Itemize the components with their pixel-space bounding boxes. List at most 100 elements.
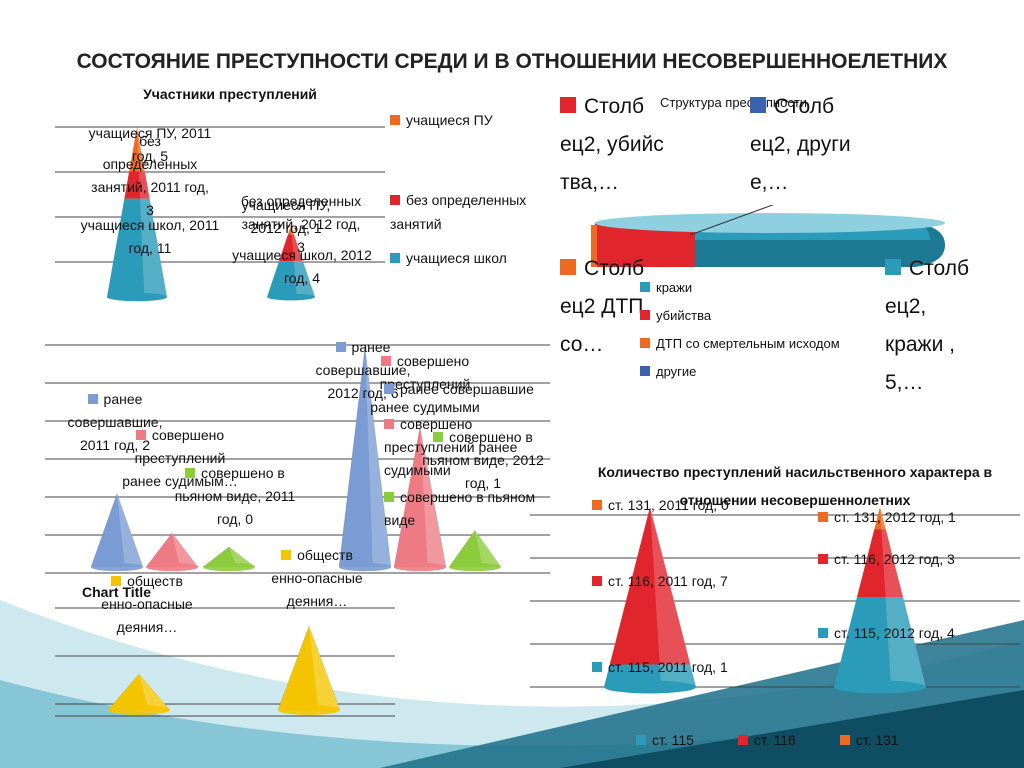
violent-label-2011-0-text: ст. 131, 2011 год, 0 [608, 497, 729, 513]
status-chart [45, 344, 550, 574]
status-cone-1-0 [338, 346, 392, 572]
status-legend: ранее совершавшие совершено преступлений… [384, 378, 554, 532]
legend-swatch-navy [640, 366, 650, 376]
participants-legend-text-0: учащиеся ПУ [406, 112, 493, 128]
participants-legend-item-0: учащиеся ПУ [390, 108, 540, 132]
violent-label-2012-2: ст. 115, 2012 год, 4 [818, 622, 958, 645]
structure-chart [591, 205, 945, 267]
participants-label-2012-0: учащиеся ПУ, 2012 год, 1 [241, 197, 331, 236]
dangerous-cone-1 [277, 625, 341, 715]
label-swatch-blue [335, 342, 346, 352]
legend-swatch-orange [839, 735, 850, 745]
participants-label-2011-0: учащиеся ПУ, 2011 год, 5 [88, 125, 212, 164]
participants-legend-item-1: без определенных занятий [390, 188, 540, 236]
label-swatch-orange [818, 512, 828, 522]
structure-pie [591, 213, 945, 267]
violent-label-2012-1-text: ст. 116, 2012 год, 3 [834, 551, 955, 567]
legend-swatch-green [384, 492, 394, 502]
participants-chart-title: Участники преступлений [143, 86, 317, 102]
structure-leader-line [689, 205, 774, 236]
structure-big-label-text-2: Столб ец2 ДТП со… [560, 257, 645, 356]
structure-legend-item-3: другие [640, 358, 930, 386]
big-swatch-navy [750, 97, 766, 113]
participants-cone-1-seg-0 [267, 261, 315, 297]
participants-cone-1-seg-1 [279, 234, 303, 262]
legend-swatch-teal [636, 735, 646, 745]
participants-cone-1 [267, 225, 315, 301]
status-cone-0-0 [90, 492, 144, 572]
status-cone-1-2 [448, 529, 502, 572]
structure-big-label-text-3: Столб ец2, кражи , 5,… [885, 257, 970, 394]
participants-label-2012-2: учащиеся школ, 2012 год, 4 [232, 247, 372, 286]
structure-legend: кражи убийства ДТП со смертельным исходо… [640, 274, 930, 386]
violent-cone-1-seg-2 [874, 507, 886, 530]
structure-slice-dtp [591, 225, 597, 267]
label-swatch-green [433, 432, 444, 442]
violent-cone-1-seg-1 [857, 529, 903, 597]
status-label-2011-2: совершено в пьяном виде, 2011 год, 0 [170, 462, 300, 531]
status-legend-text-1: совершено преступлений ранее судимыми [384, 416, 518, 478]
structure-big-label-text-0: Столб ец2, убийс тва,… [560, 95, 664, 194]
violent-label-2012-2-text: ст. 115, 2012 год, 4 [834, 625, 955, 641]
dangerous-label-1: обществ енно-опасные деяния… [262, 544, 372, 613]
structure-legend-item-0: кражи [640, 274, 930, 302]
participants-cone-0-seg-2 [129, 127, 145, 172]
violent-label-2011-1: ст. 116, 2011 год, 7 [592, 570, 732, 593]
legend-swatch-red [390, 195, 400, 205]
violent-label-2011-2-text: ст. 115, 2011 год, 1 [608, 659, 728, 675]
bg-wave-darkest [560, 690, 1024, 768]
label-swatch-yellow [281, 550, 292, 560]
participants-legend: учащиеся ПУ без определенных занятий уча… [390, 108, 540, 270]
label-swatch-orange [592, 500, 602, 510]
violent-legend: ст. 115 ст. 116 ст. 131 [636, 728, 976, 752]
participants-label-2011-2: учащиеся школ, 2011 год, 11 [80, 217, 220, 256]
label-swatch-teal [818, 628, 828, 638]
status-label-2011-1-text: совершено преступлений ранее судимым… [122, 427, 238, 489]
dangerous-label-1-text: обществ енно-опасные деяния… [271, 547, 363, 609]
violent-legend-text-1: ст. 116 [753, 732, 796, 748]
status-label-2011-1: совершено преступлений ранее судимым… [115, 424, 245, 493]
violent-legend-text-0: ст. 115 [652, 732, 694, 748]
structure-chart-title: Структура преступности [660, 95, 808, 110]
status-legend-item-1: совершено преступлений ранее судимыми [384, 413, 554, 482]
status-label-2012-1-text: совершено преступлений ранее судимыми [370, 353, 480, 415]
status-legend-item-0: ранее совершавшие [384, 378, 554, 401]
legend-swatch-orange [640, 338, 650, 348]
violent-cone-0-seg-1 [609, 507, 691, 665]
violent-label-2011-2: ст. 115, 2011 год, 1 [592, 656, 732, 679]
structure-legend-text-2: ДТП со смертельным исходом [656, 336, 840, 351]
violent-legend-item-2: ст. 131 [839, 732, 899, 748]
participants-label-2012-1: без определенных занятий, 2012 год, 3 [240, 193, 362, 255]
legend-swatch-orange [390, 115, 400, 125]
label-swatch-pink [135, 430, 146, 440]
status-legend-text-0: ранее совершавшие [400, 381, 534, 397]
violent-chart [530, 507, 1020, 694]
dangerous-label-0: обществ енно-опасные деяния… [92, 570, 202, 639]
status-label-2011-2-text: совершено в пьяном виде, 2011 год, 0 [174, 465, 296, 527]
status-label-2011-0-text: ранее совершавшие, 2011 год, 2 [67, 391, 163, 453]
status-label-2012-0-text: ранее совершавшие, 2012 год, 6 [315, 339, 411, 401]
structure-legend-text-3: другие [656, 364, 697, 379]
legend-swatch-blue [384, 384, 394, 394]
violent-label-2011-0: ст. 131, 2011 год, 0 [592, 494, 732, 517]
participants-legend-text-1: без определенных занятий [390, 192, 527, 232]
dangerous-cone-0 [107, 673, 171, 715]
violent-cone-1-seg-0 [834, 597, 926, 687]
dangerous-chart-title: Chart Title [82, 584, 151, 600]
label-swatch-red [592, 576, 602, 586]
violent-chart-title: Количество преступлений насильственного … [597, 464, 993, 508]
structure-big-label-1: Столб ец2, други е,… [750, 88, 870, 202]
status-legend-item-2: совершено в пьяном виде [384, 486, 554, 532]
label-swatch-yellow [111, 576, 122, 586]
legend-swatch-teal [640, 282, 650, 292]
status-label-2012-0: ранее совершавшие, 2012 год, 6 [308, 336, 418, 405]
status-label-2012-2-text: совершено в пьяном виде, 2012 год, 1 [422, 429, 544, 491]
violent-cone-0 [604, 507, 696, 694]
violent-label-2011-1-text: ст. 116, 2011 год, 7 [608, 573, 728, 589]
status-legend-text-2: совершено в пьяном виде [384, 489, 536, 528]
violent-label-2012-1: ст. 116, 2012 год, 3 [818, 548, 958, 571]
structure-big-label-0: Столб ец2, убийс тва,… [560, 88, 680, 202]
participants-cone-0-seg-0 [107, 198, 167, 297]
status-label-2011-0: ранее совершавшие, 2011 год, 2 [60, 388, 170, 457]
